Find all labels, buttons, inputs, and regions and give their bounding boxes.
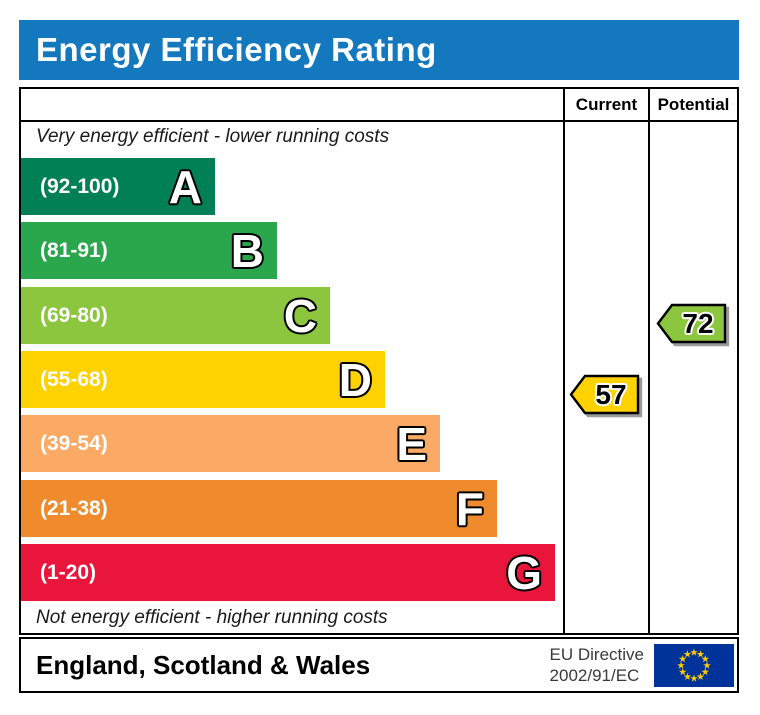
band-f: (21-38) F	[21, 480, 497, 537]
band-e: (39-54) E	[21, 415, 440, 472]
band-a: (92-100) A	[21, 158, 215, 215]
band-c: (69-80) C	[21, 287, 330, 344]
eu-directive-label: EU Directive 2002/91/EC	[550, 644, 644, 686]
region-label: England, Scotland & Wales	[36, 649, 371, 680]
eu-directive-line2: 2002/91/EC	[549, 666, 640, 685]
band-g-letter: G	[506, 546, 542, 599]
potential-column-header: Potential	[657, 94, 730, 114]
band-c-range-label: (69-80)	[40, 303, 108, 327]
current-rating-value: 57	[595, 378, 627, 410]
band-a-range-label: (92-100)	[40, 174, 120, 198]
band-g: (1-20) G	[21, 544, 555, 601]
band-f-range-label: (21-38)	[40, 496, 108, 520]
eu-directive-line1: EU Directive	[549, 645, 644, 664]
band-e-letter: E	[396, 417, 427, 470]
band-b-range-label: (81-91)	[40, 238, 108, 262]
current-rating-arrow: 57	[569, 374, 641, 415]
rating-table: Current Potential Very energy efficient …	[19, 87, 739, 635]
band-g-range-label: (1-20)	[40, 560, 97, 584]
left-arrow-icon	[656, 303, 727, 344]
band-c-letter: C	[283, 289, 317, 342]
current-column-header: Current	[575, 94, 638, 114]
potential-column-divider	[648, 89, 650, 633]
band-d-range-label: (55-68)	[40, 367, 108, 391]
band-b: (81-91) B	[21, 222, 277, 279]
header-separator	[21, 120, 737, 122]
title-bar: Energy Efficiency Rating	[19, 20, 739, 80]
page-title: Energy Efficiency Rating	[36, 31, 437, 68]
band-a-letter: A	[168, 160, 202, 213]
potential-rating-arrow: 72	[656, 303, 728, 344]
bottom-caption: Not energy efficient - higher running co…	[36, 607, 388, 628]
band-b-letter: B	[230, 224, 264, 277]
eu-flag-icon	[654, 643, 734, 687]
band-d: (55-68) D	[21, 351, 385, 408]
band-e-range-label: (39-54)	[40, 431, 108, 455]
band-f-letter: F	[455, 482, 484, 535]
footer: England, Scotland & Wales EU Directive 2…	[19, 637, 739, 693]
top-caption: Very energy efficient - lower running co…	[36, 126, 390, 147]
band-d-letter: D	[338, 353, 372, 406]
current-column-divider	[563, 89, 565, 633]
potential-rating-value: 72	[682, 307, 714, 339]
left-arrow-icon	[569, 374, 640, 415]
